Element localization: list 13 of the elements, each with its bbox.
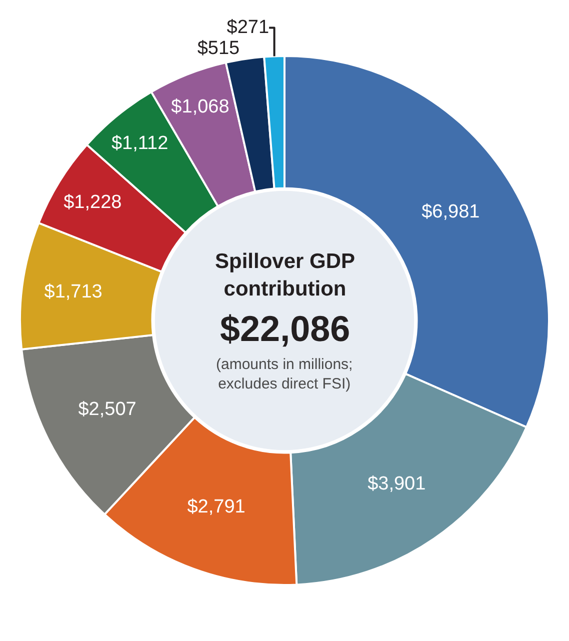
data-label: $1,112	[111, 133, 168, 154]
data-label: $515	[197, 38, 240, 60]
data-label: $1,228	[64, 192, 122, 213]
data-label: $6,981	[422, 202, 480, 223]
data-label: $2,507	[78, 399, 136, 420]
data-label: $3,901	[368, 474, 426, 495]
data-label: $1,713	[44, 282, 102, 303]
data-label: $271	[226, 17, 270, 38]
data-label: $1,068	[171, 96, 230, 118]
text: (amounts in millions; excludes direct FSI)	[216, 356, 353, 392]
text: Spillover GDP contribution	[215, 250, 356, 300]
data-label: $2,791	[187, 496, 246, 518]
text: $22,086	[220, 308, 350, 349]
